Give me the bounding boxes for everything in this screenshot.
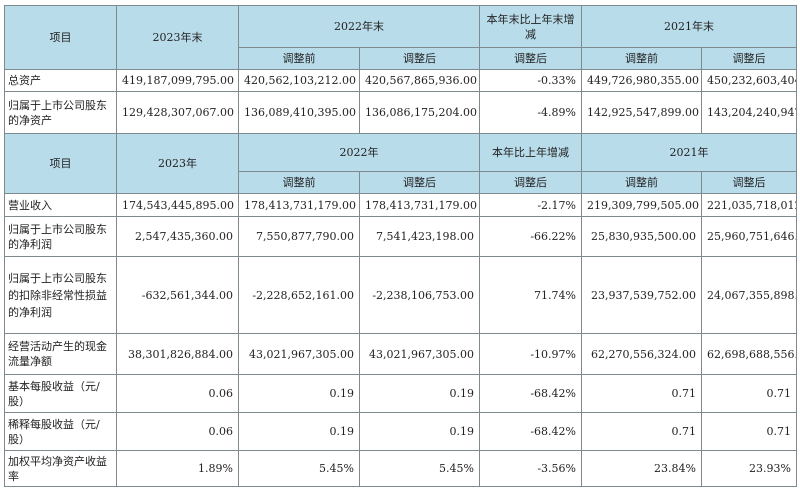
cell-2022-after: 0.19: [359, 412, 480, 451]
t1-header-item: 项目: [4, 5, 117, 70]
cell-2021-before: 23.84%: [581, 450, 702, 487]
cell-2021-before: 219,309,799,505.00: [581, 193, 702, 217]
row-label: 归属于上市公司股东的净资产: [4, 91, 117, 134]
cell-2021-after: 24,067,355,898.00: [701, 256, 797, 334]
cell-2022-before: 0.19: [238, 374, 360, 413]
financial-summary: 项目 2023年末 2022年末 本年末比上年末增减 2021年末 调整前 调整…: [4, 5, 797, 487]
row-label: 稀释每股收益（元/股）: [4, 412, 117, 451]
cell-2021-before: 25,830,935,500.00: [581, 216, 702, 257]
cell-2022-after: 43,021,967,305.00: [359, 333, 480, 375]
t1-subheader-2021-before: 调整前: [581, 47, 702, 70]
row-label: 总资产: [4, 69, 117, 92]
t2-subheader-2021-before: 调整前: [581, 171, 702, 194]
cell-2022-after: -2,238,106,753.00: [359, 256, 480, 334]
table-row: 总资产 419,187,099,795.00 420,562,103,212.0…: [4, 69, 797, 92]
cell-2022-before: 420,562,103,212.00: [238, 69, 360, 92]
row-label: 经营活动产生的现金流量净额: [4, 333, 117, 375]
cell-change: -2.17%: [479, 193, 582, 217]
financial-table: 项目 2023年末 2022年末 本年末比上年末增减 2021年末 调整前 调整…: [4, 5, 797, 487]
cell-2021-after: 221,035,718,012.00: [701, 193, 797, 217]
cell-2022-after: 7,541,423,198.00: [359, 216, 480, 257]
table-row: 归属于上市公司股东的净利润 2,547,435,360.00 7,550,877…: [4, 216, 797, 257]
cell-change: -66.22%: [479, 216, 582, 257]
t1-header-2022: 2022年末: [238, 5, 480, 48]
cell-2021-after: 62,698,688,556.00: [701, 333, 797, 375]
cell-2022-after: 0.19: [359, 374, 480, 413]
cell-2023: -632,561,344.00: [116, 256, 239, 334]
row-label: 基本每股收益（元/股）: [4, 374, 117, 413]
cell-change: -0.33%: [479, 69, 582, 92]
cell-2023: 38,301,826,884.00: [116, 333, 239, 375]
cell-2022-after: 178,413,731,179.00: [359, 193, 480, 217]
t1-subheader-change-after: 调整后: [479, 47, 582, 70]
cell-2022-before: 7,550,877,790.00: [238, 216, 360, 257]
cell-2021-before: 23,937,539,752.00: [581, 256, 702, 334]
t1-header-change: 本年末比上年末增减: [479, 5, 582, 48]
cell-2021-after: 143,204,240,947.00: [701, 91, 797, 134]
t2-subheader-2022-before: 调整前: [238, 171, 360, 194]
cell-2021-after: 450,232,603,404.00: [701, 69, 797, 92]
cell-2022-before: 136,089,410,395.00: [238, 91, 360, 134]
cell-change: -68.42%: [479, 412, 582, 451]
t1-subheader-row: 调整前 调整后 调整后 调整前 调整后: [5, 47, 797, 70]
row-label: 归属于上市公司股东的净利润: [4, 216, 117, 257]
t1-subheader-2021-after: 调整后: [701, 47, 797, 70]
table-row: 经营活动产生的现金流量净额 38,301,826,884.00 43,021,9…: [4, 333, 797, 375]
cell-2021-before: 0.71: [581, 374, 702, 413]
table-row: 归属于上市公司股东的扣除非经常性损益的净利润 -632,561,344.00 -…: [4, 256, 797, 334]
row-label: 加权平均净资产收益率: [4, 450, 117, 487]
cell-2022-before: 178,413,731,179.00: [238, 193, 360, 217]
t2-header-change: 本年比上年增减: [479, 133, 582, 172]
cell-2023: 0.06: [116, 374, 239, 413]
cell-2022-before: 0.19: [238, 412, 360, 451]
row-label: 营业收入: [4, 193, 117, 217]
row-label: 归属于上市公司股东的扣除非经常性损益的净利润: [4, 256, 117, 334]
t1-header-2021: 2021年末: [581, 5, 797, 48]
t2-header-item: 项目: [4, 133, 117, 194]
cell-2021-before: 62,270,556,324.00: [581, 333, 702, 375]
cell-change: -4.89%: [479, 91, 582, 134]
cell-2023: 0.06: [116, 412, 239, 451]
table-row: 营业收入 174,543,445,895.00 178,413,731,179.…: [4, 193, 797, 217]
table-row: 加权平均净资产收益率 1.89% 5.45% 5.45% -3.56% 23.8…: [4, 450, 797, 487]
t2-header-row: 项目 2023年 2022年 本年比上年增减 2021年: [4, 133, 797, 194]
cell-change: -10.97%: [479, 333, 582, 375]
table-row: 归属于上市公司股东的净资产 129,428,307,067.00 136,089…: [4, 91, 797, 134]
cell-2021-after: 23.93%: [701, 450, 797, 487]
cell-2021-before: 142,925,547,899.00: [581, 91, 702, 134]
cell-2023: 129,428,307,067.00: [116, 91, 239, 134]
cell-change: -3.56%: [479, 450, 582, 487]
table-row: 稀释每股收益（元/股） 0.06 0.19 0.19 -68.42% 0.71 …: [4, 412, 797, 451]
cell-2022-before: 5.45%: [238, 450, 360, 487]
cell-2022-before: 43,021,967,305.00: [238, 333, 360, 375]
cell-2021-after: 25,960,751,646.00: [701, 216, 797, 257]
cell-2021-after: 0.71: [701, 412, 797, 451]
cell-2022-before: -2,228,652,161.00: [238, 256, 360, 334]
cell-2022-after: 420,567,865,936.00: [359, 69, 480, 92]
cell-2022-after: 5.45%: [359, 450, 480, 487]
t2-header-2023: 2023年: [116, 133, 239, 194]
cell-2023: 174,543,445,895.00: [116, 193, 239, 217]
t2-subheader-change-after: 调整后: [479, 171, 582, 194]
t1-subheader-2022-before: 调整前: [238, 47, 360, 70]
cell-change: -68.42%: [479, 374, 582, 413]
t2-header-2021: 2021年: [581, 133, 797, 172]
cell-2021-after: 0.71: [701, 374, 797, 413]
cell-2023: 2,547,435,360.00: [116, 216, 239, 257]
t1-header-row: 项目 2023年末 2022年末 本年末比上年末增减 2021年末: [4, 5, 797, 70]
cell-2022-after: 136,086,175,204.00: [359, 91, 480, 134]
cell-2023: 1.89%: [116, 450, 239, 487]
t2-header-2022: 2022年: [238, 133, 480, 172]
table-row: 基本每股收益（元/股） 0.06 0.19 0.19 -68.42% 0.71 …: [4, 374, 797, 413]
t1-header-2023: 2023年末: [116, 5, 239, 70]
t2-subheader-2022-after: 调整后: [359, 171, 480, 194]
t2-subheader-2021-after: 调整后: [701, 171, 797, 194]
cell-2021-before: 0.71: [581, 412, 702, 451]
cell-change: 71.74%: [479, 256, 582, 334]
t1-subheader-2022-after: 调整后: [359, 47, 480, 70]
cell-2021-before: 449,726,980,355.00: [581, 69, 702, 92]
cell-2023: 419,187,099,795.00: [116, 69, 239, 92]
